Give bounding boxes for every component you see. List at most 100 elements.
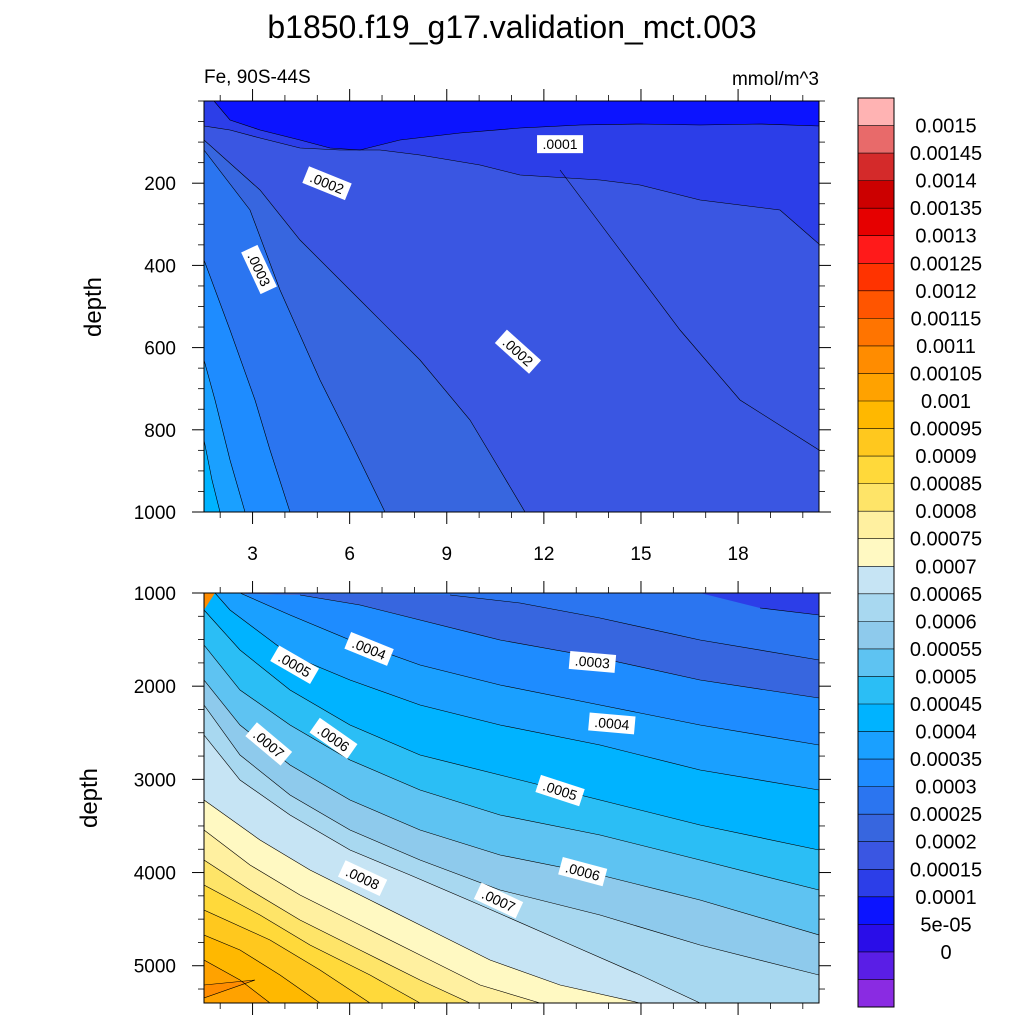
contour-label-box xyxy=(558,856,608,887)
top-contour-lines xyxy=(204,101,819,512)
contour-line xyxy=(239,593,819,746)
contour-fill xyxy=(204,705,819,1003)
colorbar-swatch xyxy=(858,345,894,374)
top-contour-fills xyxy=(204,101,819,512)
colorbar-swatch xyxy=(858,538,894,567)
colorbar-label: 0.0012 xyxy=(915,281,976,303)
contour-line xyxy=(204,125,819,245)
colorbar-label: 0 xyxy=(940,942,951,964)
contour-line xyxy=(213,101,819,151)
colorbar-swatch xyxy=(858,924,894,953)
y-tick-label: 600 xyxy=(144,339,176,360)
contour-line xyxy=(559,169,819,451)
contour-label-box xyxy=(241,244,277,295)
contour-line xyxy=(204,859,471,1003)
bottom-y-axis-label: depth xyxy=(76,768,103,828)
chart-title: b1850.f19_g17.validation_mct.003 xyxy=(267,9,756,45)
y-tick-label: 2000 xyxy=(134,677,176,698)
contour-label-box xyxy=(494,329,542,374)
colorbar-label: 0.0011 xyxy=(916,336,976,358)
colorbar-label: 0.00045 xyxy=(910,694,982,716)
contour-fill xyxy=(215,593,819,790)
colorbar-swatch xyxy=(858,428,894,457)
colorbar-swatch xyxy=(858,235,894,264)
colorbar-label: 0.00025 xyxy=(910,804,982,826)
colorbar: 0.0015 0.00145 0.0014 0.00135 0.0013 0.00125 0… xyxy=(857,97,982,1008)
contour-line xyxy=(759,607,819,616)
colorbar-swatch xyxy=(858,263,894,292)
colorbar-swatch xyxy=(858,373,894,402)
colorbar-label: 0.0008 xyxy=(915,501,976,523)
colorbar-label: 0.00065 xyxy=(910,584,982,606)
x-tick-label: 6 xyxy=(344,544,355,565)
colorbar-swatch xyxy=(858,566,894,595)
top-x-ticks: 3 6 9 12 15 18 xyxy=(219,89,804,565)
colorbar-label: 0.0014 xyxy=(915,171,976,193)
x-tick-label: 15 xyxy=(630,544,651,565)
colorbar-swatch xyxy=(858,731,894,760)
y-tick-label: 200 xyxy=(144,174,176,195)
colorbar-swatch xyxy=(858,456,894,485)
colorbar-label: 0.001 xyxy=(921,391,971,413)
colorbar-label: 0.00135 xyxy=(910,198,982,220)
contour-fill xyxy=(204,610,819,890)
contour-label: .0001 xyxy=(537,135,584,154)
colorbar-label: 5e-05 xyxy=(920,914,971,936)
contour-line xyxy=(449,594,819,661)
colorbar-swatch xyxy=(858,318,894,347)
colorbar-label: 0.00035 xyxy=(910,749,982,771)
contour-line xyxy=(204,884,421,1003)
contour-line xyxy=(204,734,701,1003)
colorbar-swatch xyxy=(858,290,894,319)
contour-label-box xyxy=(344,631,394,666)
colorbar-swatch xyxy=(858,483,894,512)
colorbar-label: 0.0015 xyxy=(915,116,976,138)
colorbar-swatch xyxy=(858,180,894,209)
colorbar-swatch xyxy=(858,593,894,622)
contour-fill xyxy=(204,680,819,975)
colorbar-label: 0.0001 xyxy=(915,887,976,909)
contour-label-box xyxy=(588,712,636,735)
colorbar-label: 0.0006 xyxy=(915,611,976,633)
y-tick-label: 4000 xyxy=(134,864,176,885)
colorbar-label: 0.00015 xyxy=(910,859,982,881)
bottom-x-ticks xyxy=(219,581,804,1015)
colorbar-swatch xyxy=(858,896,894,925)
colorbar-swatch xyxy=(858,98,894,127)
contour-label-box xyxy=(337,860,388,897)
colorbar-swatch xyxy=(858,786,894,815)
x-tick-label: 3 xyxy=(247,544,258,565)
colorbar-label: 0.00095 xyxy=(910,419,982,441)
y-tick-label: 400 xyxy=(144,256,176,277)
contour-line xyxy=(204,934,321,1003)
x-tick-label: 12 xyxy=(533,544,554,565)
colorbar-label: 0.0013 xyxy=(915,226,976,248)
colorbar-swatch xyxy=(858,951,894,980)
contour-label-box xyxy=(537,135,584,154)
bottom-contour-lines xyxy=(204,593,819,1003)
contour-fill xyxy=(204,593,819,850)
contour-line xyxy=(204,704,819,976)
colorbar-swatch xyxy=(858,648,894,677)
colorbar-swatch xyxy=(858,153,894,182)
colorbar-label: 0.0005 xyxy=(915,666,976,688)
contour-label: .0003 xyxy=(568,650,617,673)
colorbar-swatch xyxy=(858,208,894,237)
colorbar-swatch xyxy=(858,511,894,540)
contour-line xyxy=(204,439,221,512)
contour-fill xyxy=(204,885,420,1003)
colorbar-label: 0.00145 xyxy=(910,143,982,165)
contour-line xyxy=(204,644,819,891)
colorbar-label: 0.0007 xyxy=(915,556,976,578)
contour-label-box xyxy=(270,645,320,685)
contour-line xyxy=(214,593,819,791)
contour-line xyxy=(204,149,386,512)
colorbar-label: 0.0002 xyxy=(915,832,976,854)
contour-label-box xyxy=(309,717,358,759)
colorbar-swatch xyxy=(858,125,894,154)
colorbar-label: 0.00085 xyxy=(910,474,982,496)
contour-line xyxy=(204,609,819,851)
contour-fill xyxy=(204,645,819,935)
